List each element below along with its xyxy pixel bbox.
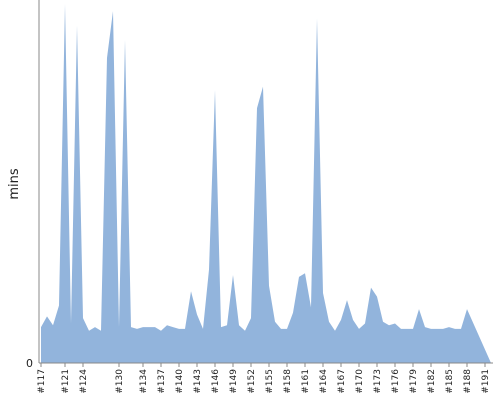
- x-tick-label: #182: [427, 369, 437, 394]
- x-tick-label: #117: [37, 369, 47, 394]
- x-tick-label: #134: [139, 369, 149, 394]
- x-tick-label: #146: [211, 369, 221, 394]
- x-tick-label: #173: [373, 369, 383, 394]
- x-tick-label: #185: [445, 369, 455, 394]
- x-tick-label: #130: [115, 369, 125, 394]
- x-tick-label: #191: [481, 369, 491, 394]
- x-tick-label: #176: [391, 369, 401, 394]
- x-tick-label: #170: [355, 369, 365, 394]
- x-tick-label: #121: [61, 369, 71, 394]
- series-area: [41, 4, 491, 363]
- x-tick-label: #140: [175, 369, 185, 394]
- x-tick-label: #155: [265, 369, 275, 394]
- x-tick-label: #152: [247, 369, 257, 394]
- y-tick-label-0: 0: [26, 357, 33, 370]
- x-tick-label: #167: [337, 369, 347, 394]
- y-axis-title: mins: [7, 168, 22, 200]
- x-tick-label: #161: [301, 369, 311, 394]
- x-ticks: #117 #121 #124 #130 #134 #137 #140 #143 #146 #149…: [37, 363, 491, 394]
- x-tick-label: #179: [409, 369, 419, 394]
- x-tick-label: #164: [319, 369, 329, 394]
- x-tick-label: #188: [463, 369, 473, 394]
- x-tick-label: #149: [229, 369, 239, 394]
- x-tick-label: #137: [157, 369, 167, 394]
- x-tick-label: #143: [193, 369, 203, 394]
- x-tick-label: #124: [79, 369, 89, 394]
- x-tick-label: #158: [283, 369, 293, 394]
